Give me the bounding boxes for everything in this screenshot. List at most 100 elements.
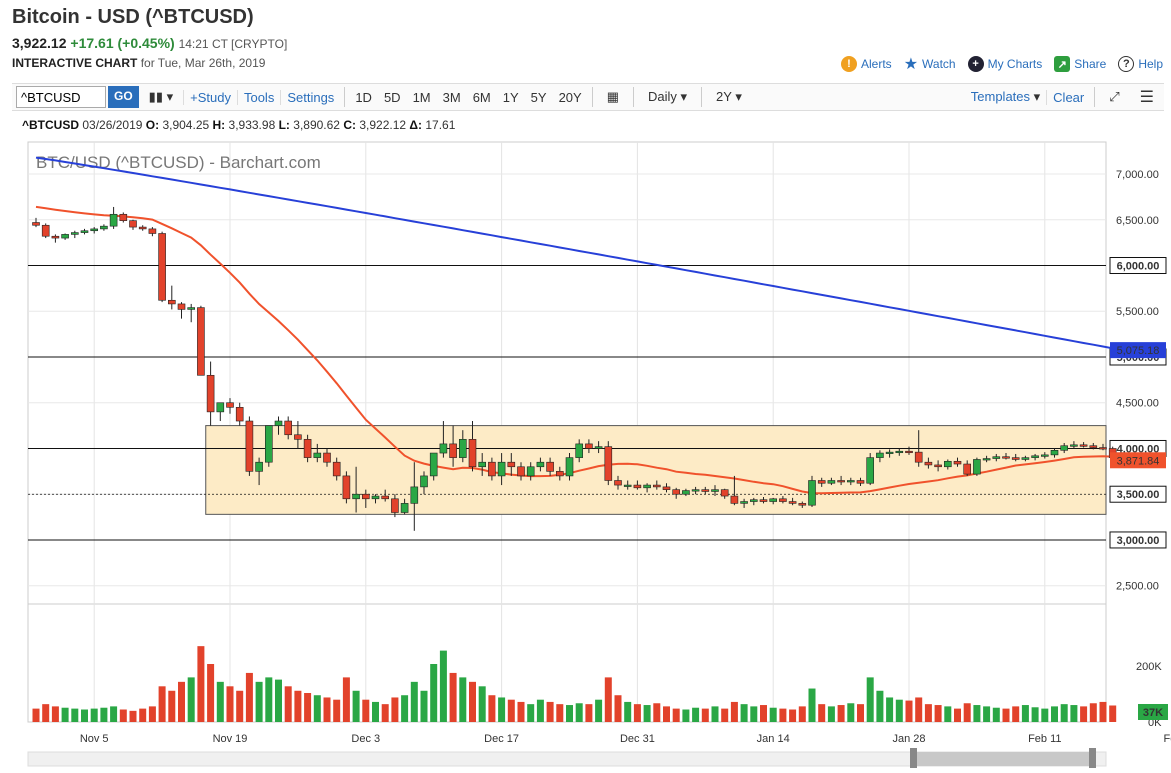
interval-dropdown[interactable]: Daily ▾ bbox=[648, 89, 688, 104]
ohlc-open: 3,904.25 bbox=[162, 118, 210, 132]
volume-bar bbox=[178, 681, 185, 722]
volume-bar bbox=[284, 686, 292, 722]
study-button[interactable]: +Study bbox=[183, 89, 237, 105]
expand-icon[interactable]: ⤢ bbox=[1109, 89, 1120, 104]
volume-bar bbox=[915, 697, 923, 722]
period-6m[interactable]: 6M bbox=[472, 89, 491, 105]
help-icon: ? bbox=[1118, 56, 1135, 72]
templates-dropdown[interactable]: Templates ▾ bbox=[970, 89, 1041, 104]
ohlc-date: 03/26/2019 bbox=[82, 118, 143, 132]
candle-body bbox=[61, 234, 69, 239]
volume-bar bbox=[90, 708, 98, 722]
tools-button[interactable]: Tools bbox=[236, 89, 280, 105]
volume-last-label: 37K bbox=[1143, 707, 1163, 719]
volume-tick-label: 200K bbox=[1136, 661, 1162, 673]
period-20y[interactable]: 20Y bbox=[558, 89, 582, 105]
candle-body bbox=[1050, 450, 1059, 456]
candle-body bbox=[507, 461, 516, 468]
candle-body bbox=[303, 439, 312, 458]
candle-body bbox=[798, 503, 807, 506]
candle-body bbox=[206, 374, 215, 413]
volume-bar bbox=[643, 705, 651, 722]
candle-body bbox=[255, 461, 263, 472]
x-tick-label: Nov 5 bbox=[80, 733, 109, 745]
mycharts-link[interactable]: + My Charts bbox=[967, 56, 1042, 72]
candle-body bbox=[1011, 457, 1020, 460]
volume-bar bbox=[798, 706, 806, 722]
symbol-input[interactable] bbox=[16, 86, 106, 108]
candle-body bbox=[517, 466, 525, 477]
alert-icon: ! bbox=[841, 56, 857, 72]
volume-bar bbox=[604, 677, 612, 722]
volume-last-badge bbox=[1138, 704, 1168, 720]
share-label: Share bbox=[1074, 57, 1107, 71]
candle-body bbox=[682, 490, 690, 495]
toolbar-divider bbox=[633, 87, 634, 107]
volume-bar bbox=[1051, 706, 1058, 722]
candle-body bbox=[594, 446, 603, 449]
period-5d[interactable]: 5D bbox=[383, 89, 401, 105]
y-tick-label: 2,500.00 bbox=[1116, 581, 1159, 593]
volume-bar bbox=[129, 710, 137, 722]
candle-body bbox=[1060, 445, 1068, 451]
volume-bar bbox=[51, 706, 59, 722]
candlestick-icon: ▮▮ bbox=[148, 89, 163, 104]
volume-bar bbox=[1041, 708, 1049, 722]
period-1y[interactable]: 1Y bbox=[502, 89, 519, 105]
candle-body bbox=[953, 460, 962, 465]
candle-body bbox=[837, 480, 845, 483]
candle-body bbox=[526, 466, 535, 477]
volume-bar bbox=[1089, 703, 1097, 722]
volume-bar bbox=[265, 677, 273, 722]
watch-link[interactable]: ★ Watch bbox=[904, 54, 956, 74]
volume-bar bbox=[886, 697, 894, 722]
header-links: ! Alerts ★ Watch + My Charts ↗ Share ? Help bbox=[841, 54, 1163, 74]
period-5y[interactable]: 5Y bbox=[530, 89, 547, 105]
volume-bar bbox=[1021, 705, 1029, 722]
candle-body bbox=[536, 461, 545, 468]
candle-body bbox=[216, 402, 225, 413]
candle-body bbox=[614, 480, 622, 486]
candle-body bbox=[846, 480, 855, 483]
clear-button[interactable]: Clear bbox=[1046, 89, 1090, 105]
period-1m[interactable]: 1M bbox=[412, 89, 431, 105]
plus-circle-icon: + bbox=[967, 56, 984, 72]
volume-bar bbox=[1002, 708, 1010, 722]
candle-body bbox=[623, 484, 632, 487]
candle-body bbox=[274, 420, 283, 426]
candle-body bbox=[943, 460, 952, 468]
volume-bar bbox=[1080, 706, 1088, 722]
candle-body bbox=[313, 452, 322, 458]
alerts-link[interactable]: ! Alerts bbox=[841, 56, 892, 72]
range-dropdown[interactable]: 2Y ▾ bbox=[716, 89, 742, 104]
period-3m[interactable]: 3M bbox=[442, 89, 461, 105]
volume-bar bbox=[401, 695, 409, 722]
candle-body bbox=[808, 480, 816, 506]
ma-long-badge bbox=[1110, 342, 1166, 359]
menu-icon[interactable]: ☰ bbox=[1139, 89, 1154, 106]
volume-bar bbox=[139, 708, 147, 722]
candle-body bbox=[691, 489, 700, 492]
calendar-icon[interactable]: ▦ bbox=[606, 89, 619, 104]
candle-body bbox=[497, 461, 506, 477]
go-button[interactable]: GO bbox=[108, 86, 139, 108]
volume-bar bbox=[362, 699, 370, 722]
volume-bar bbox=[934, 705, 942, 722]
volume-bar bbox=[614, 695, 622, 722]
help-link[interactable]: ? Help bbox=[1118, 56, 1163, 72]
share-link[interactable]: ↗ Share bbox=[1054, 56, 1106, 72]
chart-type-dropdown[interactable]: ▮▮ ▾ bbox=[148, 89, 174, 104]
candle-body bbox=[284, 420, 293, 436]
scrollbar-left-handle bbox=[910, 748, 917, 768]
candle-body bbox=[992, 456, 1001, 459]
settings-button[interactable]: Settings bbox=[280, 89, 340, 105]
volume-bar bbox=[226, 686, 234, 722]
x-tick-label: Nov 19 bbox=[213, 733, 248, 745]
period-1d[interactable]: 1D bbox=[355, 89, 372, 105]
volume-bar bbox=[954, 708, 961, 722]
volume-bar bbox=[32, 708, 40, 722]
candle-body bbox=[1002, 456, 1010, 459]
volume-bar bbox=[517, 701, 525, 722]
volume-bar bbox=[449, 672, 457, 722]
